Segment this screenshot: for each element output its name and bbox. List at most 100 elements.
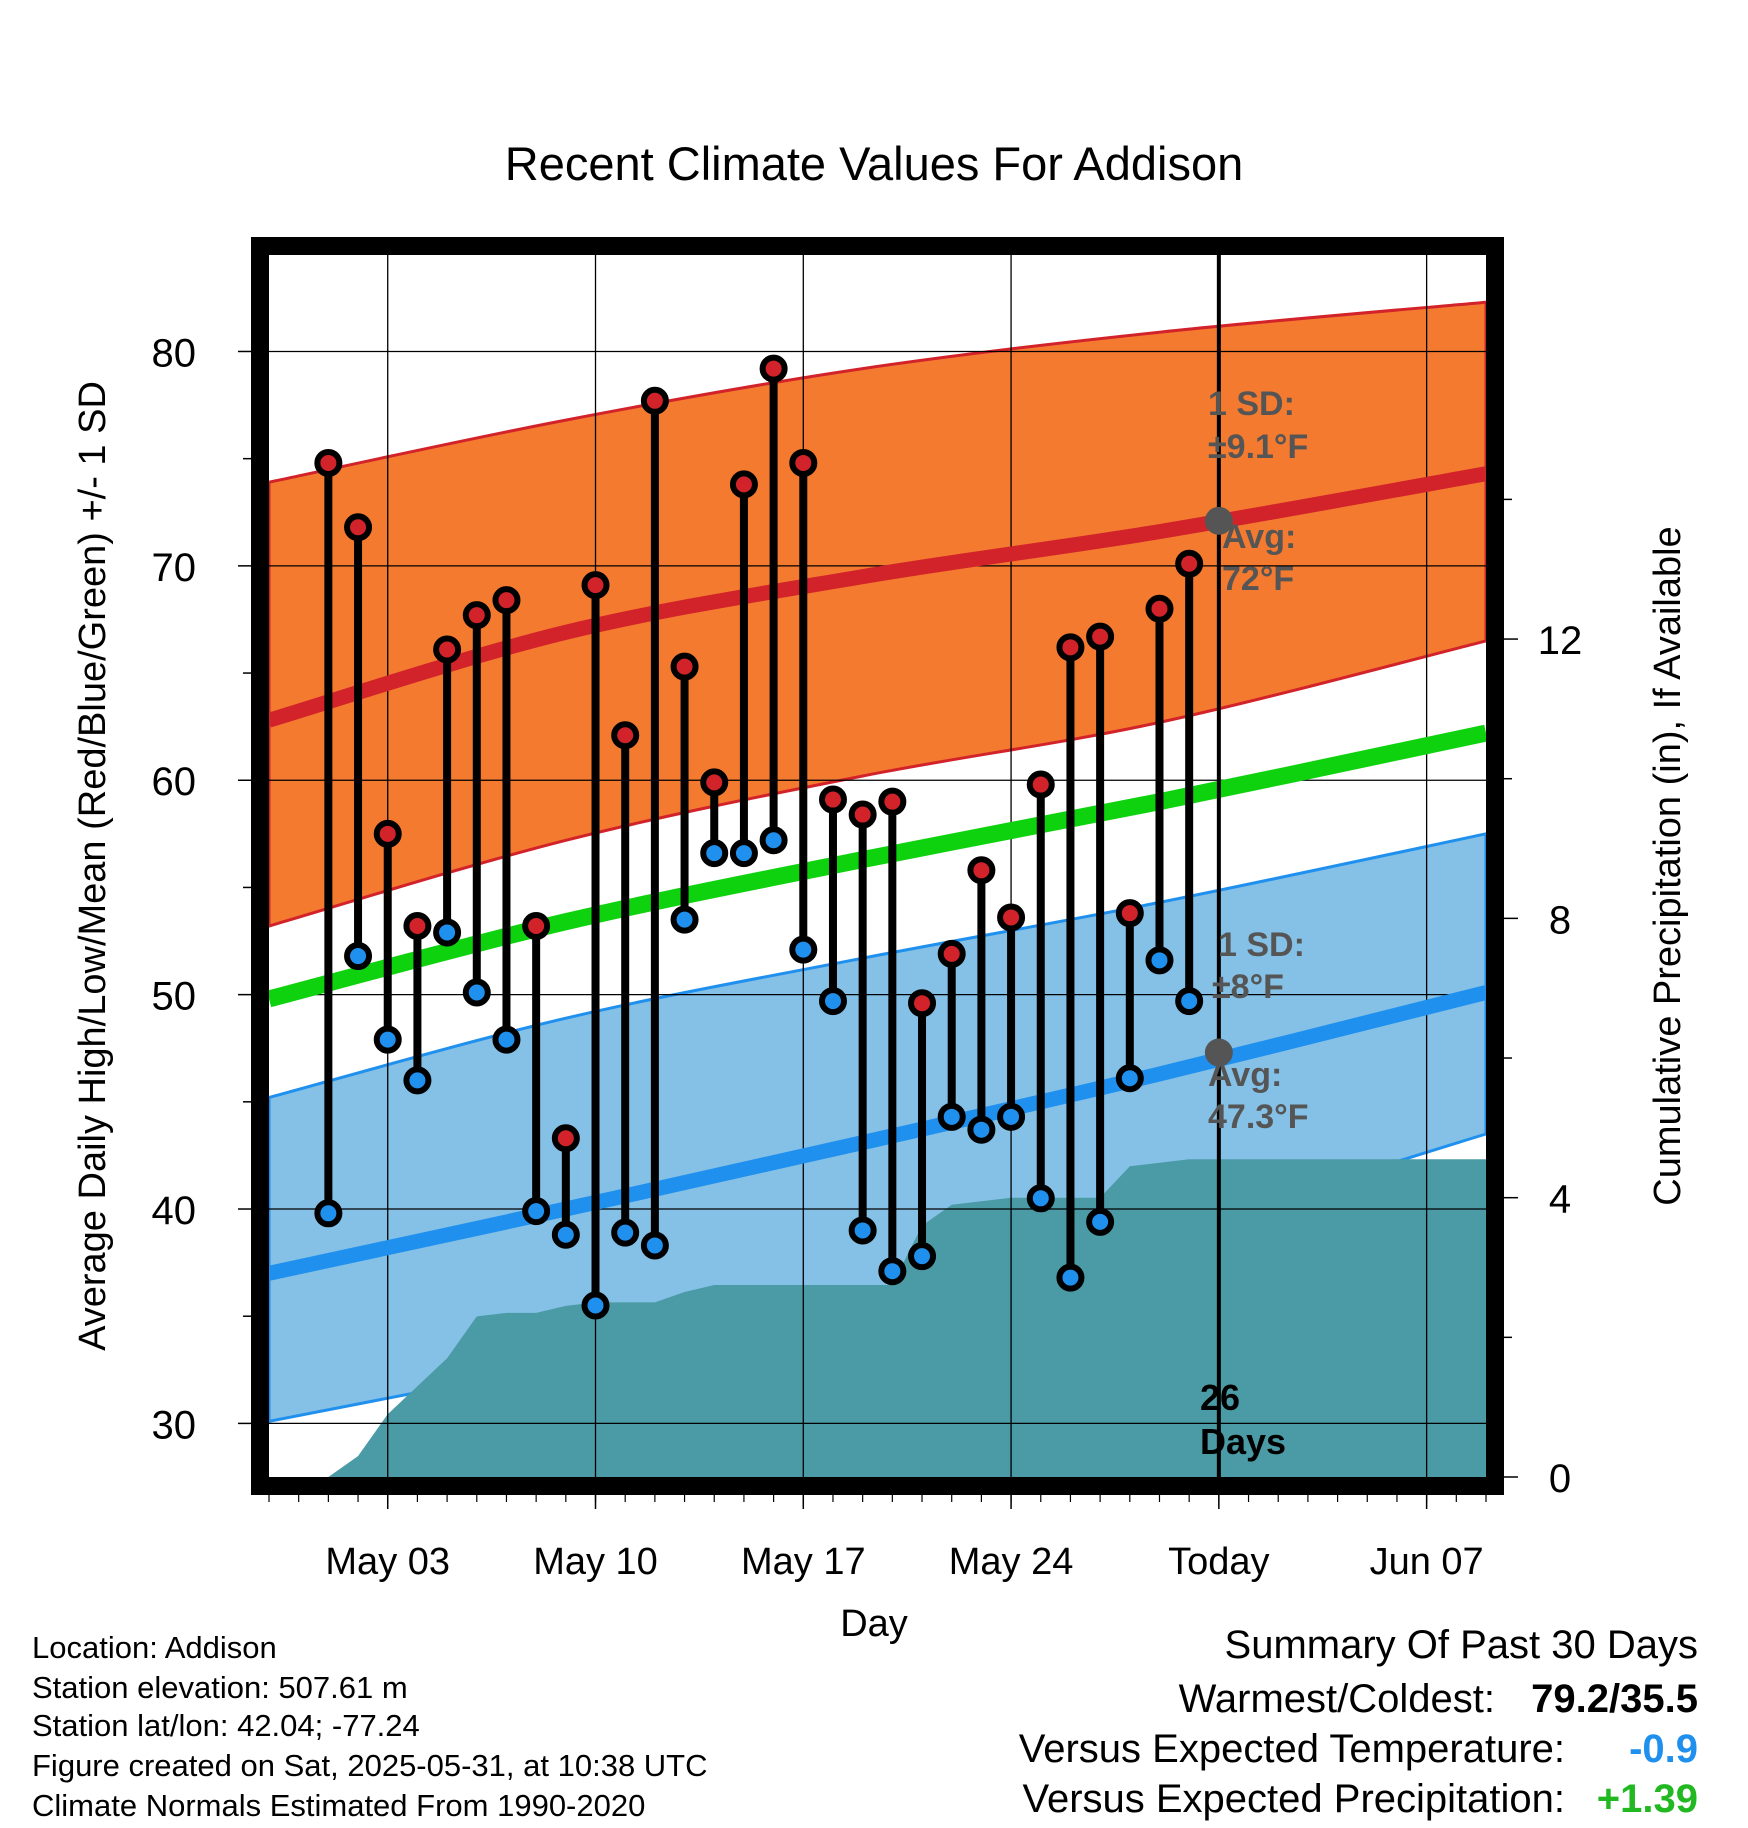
high-point [729,470,758,499]
days-word: Days [1200,1421,1286,1462]
observation-day [403,912,432,1095]
high-point [878,787,907,816]
observation-day [997,903,1026,1131]
low-point [759,826,788,855]
observation-day [729,470,758,868]
observation-day [967,856,996,1144]
low-point [967,1115,996,1144]
low-sd-annotation: 1 SD: ±8°F Avg: 47.3°F [1208,926,1309,1136]
high-sd-value: ±9.1°F [1208,428,1308,466]
low-sd-label: 1 SD: [1218,926,1305,964]
high-point [967,856,996,885]
high-point [344,513,373,542]
low-point [314,1199,343,1228]
low-avg-marker [1204,1038,1233,1067]
low-point [403,1066,432,1095]
x-axis-label: Day [840,1603,908,1645]
high-point [759,354,788,383]
created-text: Figure created on Sat, 2025-05-31, at 10… [32,1748,708,1783]
low-point [1145,946,1174,975]
high-point [789,448,818,477]
observation-day [522,912,551,1226]
observation-day [1175,549,1204,1016]
observation-day [1145,594,1174,975]
low-point [1175,987,1204,1016]
elevation-text: Station elevation: 507.61 m [32,1670,408,1705]
high-point [1086,622,1115,651]
low-point [1056,1263,1085,1292]
high-point [373,819,402,848]
y2-axis-label: Cumulative Precipitation (in), If Availa… [1647,526,1689,1205]
low-point [581,1291,610,1320]
low-point [729,839,758,868]
low-point [373,1025,402,1054]
low-point [1026,1184,1055,1213]
low-point [522,1197,551,1226]
high-point [848,800,877,829]
x-tick-label: May 03 [325,1541,450,1583]
low-point [1086,1207,1115,1236]
high-point [1026,770,1055,799]
high-point [551,1124,580,1153]
high-point [314,448,343,477]
y-tick-label: 50 [152,975,197,1019]
y2-tick-label: 12 [1538,619,1583,663]
high-point [462,601,491,630]
high-point [700,768,729,797]
high-avg-marker [1204,506,1233,535]
latlon-text: Station lat/lon: 42.04; -77.24 [32,1708,420,1743]
low-point [878,1257,907,1286]
observation-day [1026,770,1055,1213]
observation-day [670,652,699,934]
high-avg-label: Avg: [1222,518,1296,556]
y-tick-label: 30 [152,1403,197,1447]
high-point [433,635,462,664]
observation-day [462,601,491,1007]
observation-day [848,800,877,1245]
high-point [1056,633,1085,662]
y-axis-label: Average Daily High/Low/Mean (Red/Blue/Gr… [72,381,114,1351]
observation-day [344,513,373,971]
y2-tick-label: 4 [1549,1178,1571,1222]
high-point [640,386,669,415]
high-point [522,912,551,941]
low-point [492,1025,521,1054]
warmest-label: Warmest/Coldest: [1179,1677,1495,1721]
observation-day [1086,622,1115,1236]
x-tick-label: Jun 07 [1370,1541,1484,1583]
today-marker [1204,255,1233,1477]
high-point [937,939,966,968]
low-avg-label: Avg: [1208,1056,1282,1094]
summary-panel: Summary Of Past 30 Days Warmest/Coldest:… [1019,1623,1698,1821]
high-point [492,586,521,615]
warmest-value: 79.2/35.5 [1531,1677,1698,1721]
high-point [581,571,610,600]
x-tick-label: May 17 [741,1541,866,1583]
y-tick-label: 60 [152,760,197,804]
high-normal-line [266,466,1488,728]
high-point [1115,899,1144,928]
y2-tick-label: 0 [1549,1457,1571,1501]
chart-title: Recent Climate Values For Addison [505,137,1243,190]
summary-title: Summary Of Past 30 Days [1225,1623,1698,1667]
low-point [908,1242,937,1271]
observation-day [373,819,402,1054]
observation-day [551,1124,580,1249]
location-text: Location: Addison [32,1630,277,1665]
x-tick-label: May 24 [949,1541,1074,1583]
y-tick-label: 40 [152,1189,197,1233]
low-point [433,918,462,947]
high-point [670,652,699,681]
days-count: 26 [1200,1377,1240,1418]
x-tick-label: May 10 [533,1541,658,1583]
high-point [908,989,937,1018]
observation-day [314,448,343,1228]
observation-day [581,571,610,1320]
low-point [640,1231,669,1260]
low-point [997,1102,1026,1131]
observation-day [818,785,847,1016]
plot-frame [251,237,1504,1495]
precip-anomaly-value: +1.39 [1597,1777,1698,1821]
high-point [611,721,640,750]
